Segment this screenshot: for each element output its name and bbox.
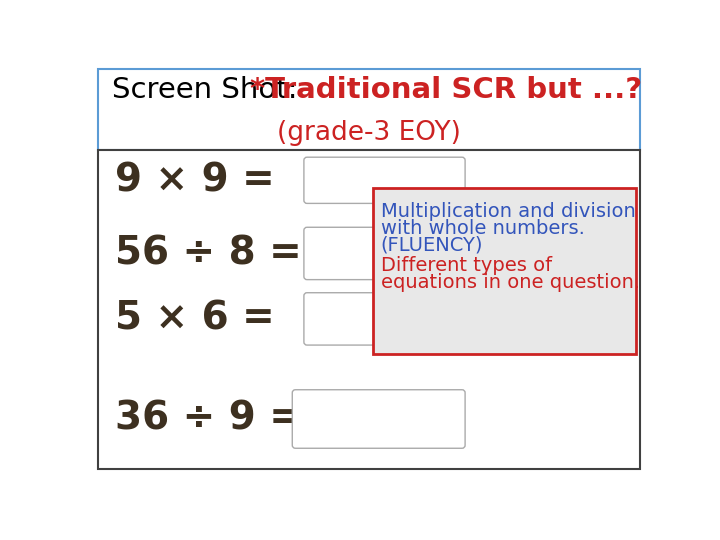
FancyBboxPatch shape bbox=[373, 188, 636, 354]
Text: 5 × 6 =: 5 × 6 = bbox=[114, 300, 274, 338]
Text: *Traditional SCR but ...?: *Traditional SCR but ...? bbox=[250, 76, 642, 104]
Text: (FLUENCY): (FLUENCY) bbox=[381, 236, 483, 255]
Text: Different types of: Different types of bbox=[381, 256, 552, 275]
Text: with whole numbers.: with whole numbers. bbox=[381, 219, 585, 238]
FancyBboxPatch shape bbox=[98, 69, 640, 150]
Text: (grade-3 EOY): (grade-3 EOY) bbox=[277, 119, 461, 146]
Text: Screen Shot:: Screen Shot: bbox=[112, 76, 307, 104]
FancyBboxPatch shape bbox=[292, 390, 465, 448]
FancyBboxPatch shape bbox=[304, 293, 378, 345]
Text: Multiplication and division: Multiplication and division bbox=[381, 202, 635, 221]
FancyBboxPatch shape bbox=[304, 157, 465, 204]
Text: 36 ÷ 9 =: 36 ÷ 9 = bbox=[114, 400, 302, 438]
FancyBboxPatch shape bbox=[304, 227, 378, 280]
FancyBboxPatch shape bbox=[98, 150, 640, 469]
Text: equations in one question.: equations in one question. bbox=[381, 273, 640, 292]
Text: 9 × 9 =: 9 × 9 = bbox=[114, 161, 274, 199]
Text: 56 ÷ 8 =: 56 ÷ 8 = bbox=[114, 234, 302, 273]
